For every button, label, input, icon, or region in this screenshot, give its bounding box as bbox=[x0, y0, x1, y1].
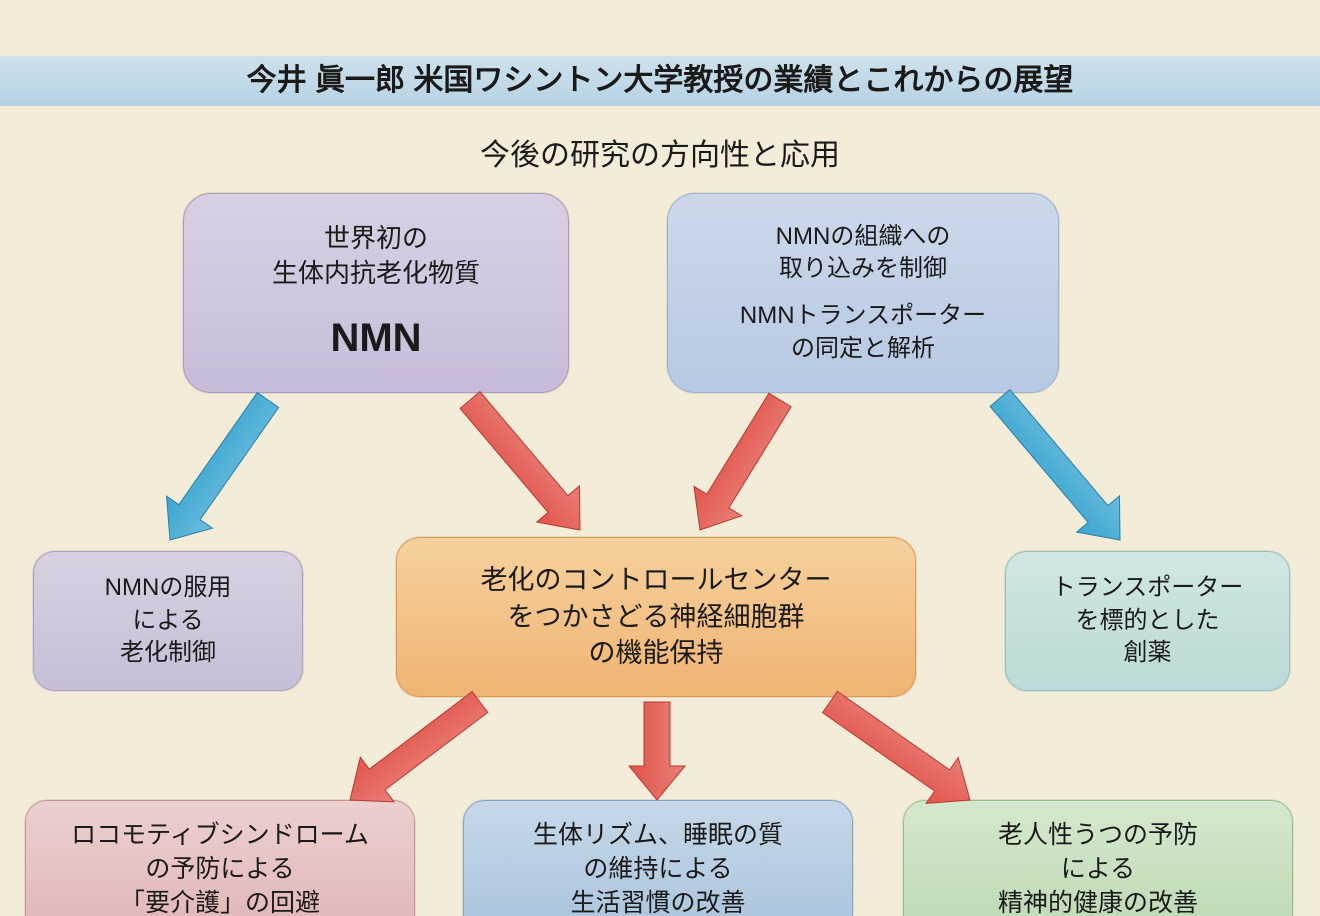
node-text: 「要介護」の回避 bbox=[120, 887, 320, 916]
node-text: の同定と解析 bbox=[791, 333, 935, 365]
node-drug: トランスポーターを標的とした創薬 bbox=[1005, 551, 1290, 691]
node-text: の機能保持 bbox=[589, 635, 724, 671]
node-mental: 老人性うつの予防による精神的健康の改善 bbox=[903, 800, 1293, 916]
arrow-blue bbox=[147, 384, 291, 556]
node-text: 老人性うつの予防 bbox=[998, 819, 1198, 853]
node-text bbox=[860, 286, 867, 300]
title: 今井 眞一郎 米国ワシントン大学教授の業績とこれからの展望 bbox=[0, 56, 1320, 106]
node-text: 世界初の bbox=[324, 221, 428, 256]
node-text: NMNの服用 bbox=[105, 572, 232, 604]
arrow-red bbox=[676, 385, 804, 544]
node-text: を標的とした bbox=[1076, 605, 1220, 637]
node-text: による bbox=[132, 605, 203, 637]
node-transporter: NMNの組織への取り込みを制御 NMNトランスポーターの同定と解析 bbox=[667, 193, 1059, 393]
diagram-canvas: 今井 眞一郎 米国ワシントン大学教授の業績とこれからの展望 今後の研究の方向性と… bbox=[0, 0, 1320, 916]
node-text: 老化制御 bbox=[120, 637, 216, 669]
node-rhythm: 生体リズム、睡眠の質の維持による生活習慣の改善 bbox=[463, 800, 853, 916]
node-text: 精神的健康の改善 bbox=[998, 887, 1198, 916]
node-center: 老化のコントロールセンターをつかさどる神経細胞群の機能保持 bbox=[396, 537, 916, 697]
arrow-red bbox=[629, 702, 685, 800]
node-text: をつかさどる神経細胞群 bbox=[508, 599, 805, 635]
node-text: の予防による bbox=[145, 853, 294, 887]
arrow-red bbox=[449, 382, 602, 548]
node-aging_ctrl: NMNの服用による老化制御 bbox=[33, 551, 303, 691]
node-text: 老化のコントロールセンター bbox=[481, 562, 832, 598]
node-locomotive: ロコモティブシンドロームの予防による「要介護」の回避 bbox=[25, 800, 415, 916]
node-text: による bbox=[1061, 853, 1135, 887]
node-text: ロコモティブシンドローム bbox=[71, 819, 369, 853]
node-text: NMNの組織への bbox=[776, 221, 951, 253]
node-text: 生体リズム、睡眠の質 bbox=[533, 819, 783, 853]
node-big-label: NMN bbox=[330, 311, 421, 365]
node-nmn: 世界初の生体内抗老化物質 NMN bbox=[183, 193, 569, 393]
node-text: NMNトランスポーター bbox=[740, 300, 986, 332]
arrow-blue bbox=[979, 380, 1142, 558]
node-text: 生体内抗老化物質 bbox=[272, 256, 480, 291]
subtitle: 今後の研究の方向性と応用 bbox=[0, 130, 1320, 174]
node-text: トランスポーター bbox=[1052, 572, 1244, 604]
node-text: 生活習慣の改善 bbox=[570, 887, 745, 916]
node-text: の維持による bbox=[583, 853, 732, 887]
node-text: 創薬 bbox=[1124, 637, 1172, 669]
